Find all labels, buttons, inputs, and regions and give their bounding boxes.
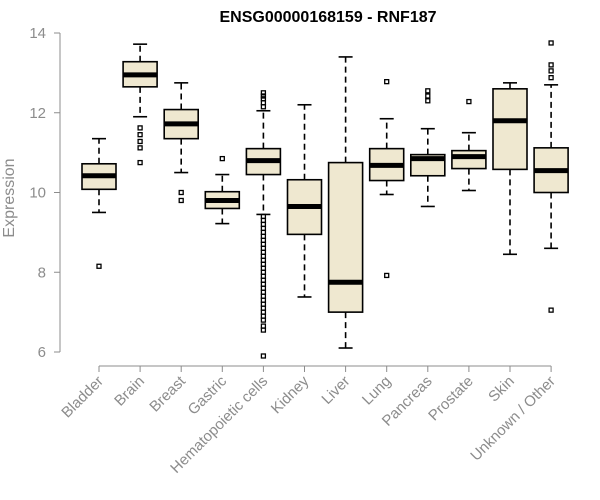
box-skin (492, 82, 528, 256)
outlier-point (260, 317, 267, 323)
box-hematopoietic-cells (245, 90, 282, 359)
outlier-point (548, 307, 554, 313)
outlier-point (260, 104, 267, 110)
y-tick-label: 6 (38, 344, 46, 361)
y-tick-label: 8 (38, 264, 46, 281)
x-tick-label: Prostate (425, 373, 477, 425)
outlier-point (137, 159, 143, 166)
iqr-box (451, 149, 487, 170)
outlier-point (260, 353, 267, 359)
outlier-point (384, 272, 390, 279)
outlier-point (96, 263, 102, 269)
outlier-point (219, 155, 225, 162)
y-axis: 6 8 10 12 14 (29, 25, 61, 361)
x-tick-label: Brain (111, 373, 148, 410)
iqr-box (327, 161, 364, 313)
box-bladder (81, 137, 117, 269)
box-lung (368, 78, 405, 279)
outlier-point (466, 98, 472, 105)
outlier-point (137, 132, 143, 138)
box-kidney (286, 103, 323, 298)
y-axis-label: Expression (1, 158, 18, 237)
outlier-point (384, 78, 390, 85)
box-gastric (204, 155, 241, 225)
chart-title: ENSG00000168159 - RNF187 (219, 9, 436, 26)
outlier-point (425, 88, 431, 94)
x-tick-label: Lung (359, 373, 395, 409)
x-tick-label: Skin (485, 373, 518, 406)
box-unknown-other (533, 40, 569, 313)
x-tick-label: Breast (146, 372, 189, 415)
outlier-point (137, 125, 143, 131)
outlier-point (548, 75, 554, 81)
box-liver (327, 56, 364, 349)
outlier-point (548, 40, 554, 46)
y-tick-label: 10 (29, 185, 46, 202)
x-tick-label: Bladder (58, 373, 107, 422)
outlier-point (260, 327, 267, 333)
y-tick-label: 14 (29, 25, 46, 42)
box-brain (122, 43, 158, 166)
outlier-point (425, 98, 431, 104)
boxes-group (81, 40, 569, 359)
x-tick-label: Liver (318, 373, 353, 408)
iqr-box (492, 88, 528, 171)
outlier-point (260, 93, 267, 99)
outlier-point (137, 145, 143, 151)
y-tick-label: 12 (29, 105, 46, 122)
outlier-point (260, 90, 267, 96)
x-tick-label: Kidney (268, 372, 313, 417)
box-breast (163, 82, 199, 204)
outlier-point (178, 189, 184, 196)
outlier-point (548, 62, 554, 68)
outlier-point (178, 197, 184, 204)
outlier-point (425, 93, 431, 99)
box-prostate (451, 98, 487, 192)
box-pancreas (409, 88, 446, 208)
outlier-point (548, 68, 554, 74)
outlier-point (137, 138, 143, 145)
